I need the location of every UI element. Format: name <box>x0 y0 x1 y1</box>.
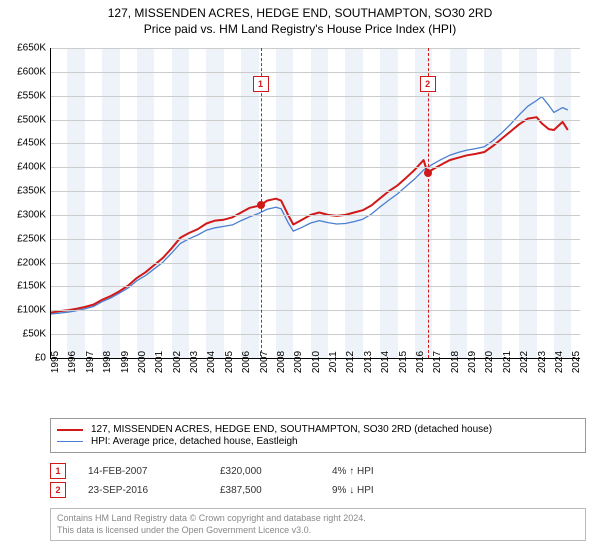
gridline <box>50 191 580 192</box>
y-tick-label: £500K <box>17 114 46 125</box>
x-tick-label: 2021 <box>502 351 513 373</box>
transaction-marker: 1 <box>50 463 66 479</box>
gridline <box>50 120 580 121</box>
line-series-svg <box>50 48 580 358</box>
y-tick-label: £550K <box>17 90 46 101</box>
gridline <box>50 143 580 144</box>
legend-swatch <box>57 429 83 431</box>
transactions-table: 1 14-FEB-2007 £320,000 4% ↑ HPI 2 23-SEP-2016… <box>50 460 572 501</box>
x-tick-label: 2000 <box>137 351 148 373</box>
transaction-price: £387,500 <box>220 485 310 496</box>
transaction-row: 2 23-SEP-2016 £387,500 9% ↓ HPI <box>50 482 572 498</box>
x-tick-label: 2017 <box>432 351 443 373</box>
marker-line-2 <box>428 48 429 358</box>
x-tick-label: 2006 <box>241 351 252 373</box>
x-tick-label: 1999 <box>120 351 131 373</box>
footer-line1: Contains HM Land Registry data © Crown c… <box>57 513 579 525</box>
transaction-date: 23-SEP-2016 <box>88 485 198 496</box>
marker-box-2: 2 <box>420 76 436 92</box>
marker-box-1: 1 <box>253 76 269 92</box>
x-tick-label: 2009 <box>293 351 304 373</box>
y-tick-label: £150K <box>17 281 46 292</box>
y-tick-label: £600K <box>17 66 46 77</box>
marker-dot-2 <box>424 169 432 177</box>
x-tick-label: 2025 <box>571 351 582 373</box>
y-tick-label: £300K <box>17 209 46 220</box>
gridline <box>50 96 580 97</box>
title-address: 127, MISSENDEN ACRES, HEDGE END, SOUTHAM… <box>0 6 600 20</box>
legend-row: 127, MISSENDEN ACRES, HEDGE END, SOUTHAM… <box>57 424 579 435</box>
gridline <box>50 239 580 240</box>
x-tick-label: 2003 <box>189 351 200 373</box>
x-tick-label: 2004 <box>206 351 217 373</box>
transaction-row: 1 14-FEB-2007 £320,000 4% ↑ HPI <box>50 463 572 479</box>
attribution-footer: Contains HM Land Registry data © Crown c… <box>50 508 586 541</box>
marker-dot-1 <box>257 201 265 209</box>
chart-container: 127, MISSENDEN ACRES, HEDGE END, SOUTHAM… <box>0 0 600 560</box>
chart-title: 127, MISSENDEN ACRES, HEDGE END, SOUTHAM… <box>0 0 600 36</box>
y-tick-label: £250K <box>17 233 46 244</box>
x-axis <box>50 358 580 359</box>
y-tick-label: £650K <box>17 43 46 54</box>
x-tick-label: 2011 <box>328 351 339 373</box>
x-tick-label: 2020 <box>484 351 495 373</box>
x-tick-label: 2022 <box>519 351 530 373</box>
gridline <box>50 72 580 73</box>
transaction-date: 14-FEB-2007 <box>88 466 198 477</box>
legend: 127, MISSENDEN ACRES, HEDGE END, SOUTHAM… <box>50 418 586 453</box>
y-tick-label: £400K <box>17 162 46 173</box>
series-hpi <box>50 97 568 315</box>
y-tick-label: £0 <box>35 353 46 364</box>
x-tick-label: 1997 <box>85 351 96 373</box>
x-tick-label: 2008 <box>276 351 287 373</box>
x-tick-label: 2015 <box>398 351 409 373</box>
x-tick-label: 2016 <box>415 351 426 373</box>
gridline <box>50 310 580 311</box>
y-tick-label: £450K <box>17 138 46 149</box>
gridline <box>50 215 580 216</box>
legend-row: HPI: Average price, detached house, East… <box>57 436 579 447</box>
gridline <box>50 286 580 287</box>
x-tick-label: 2010 <box>311 351 322 373</box>
y-tick-label: £50K <box>23 329 46 340</box>
x-tick-label: 2001 <box>154 351 165 373</box>
transaction-price: £320,000 <box>220 466 310 477</box>
footer-line2: This data is licensed under the Open Gov… <box>57 525 579 537</box>
transaction-delta: 9% ↓ HPI <box>332 485 412 496</box>
x-tick-label: 2005 <box>224 351 235 373</box>
x-tick-label: 2013 <box>363 351 374 373</box>
legend-swatch <box>57 441 83 442</box>
x-tick-label: 2002 <box>172 351 183 373</box>
gridline <box>50 334 580 335</box>
x-tick-label: 2018 <box>450 351 461 373</box>
gridline <box>50 263 580 264</box>
x-tick-label: 2024 <box>554 351 565 373</box>
y-tick-label: £100K <box>17 305 46 316</box>
transaction-delta: 4% ↑ HPI <box>332 466 412 477</box>
x-tick-label: 2023 <box>537 351 548 373</box>
x-tick-label: 1998 <box>102 351 113 373</box>
y-tick-label: £200K <box>17 257 46 268</box>
y-axis <box>50 48 51 358</box>
transaction-marker: 2 <box>50 482 66 498</box>
x-tick-label: 1995 <box>50 351 61 373</box>
gridline <box>50 167 580 168</box>
x-tick-label: 2019 <box>467 351 478 373</box>
title-subtitle: Price paid vs. HM Land Registry's House … <box>0 22 600 36</box>
plot-area: £0£50K£100K£150K£200K£250K£300K£350K£400… <box>50 48 580 388</box>
x-tick-label: 2012 <box>345 351 356 373</box>
legend-label: HPI: Average price, detached house, East… <box>91 436 298 447</box>
x-tick-label: 2014 <box>380 351 391 373</box>
x-tick-label: 1996 <box>67 351 78 373</box>
legend-label: 127, MISSENDEN ACRES, HEDGE END, SOUTHAM… <box>91 424 492 435</box>
gridline <box>50 48 580 49</box>
y-tick-label: £350K <box>17 186 46 197</box>
